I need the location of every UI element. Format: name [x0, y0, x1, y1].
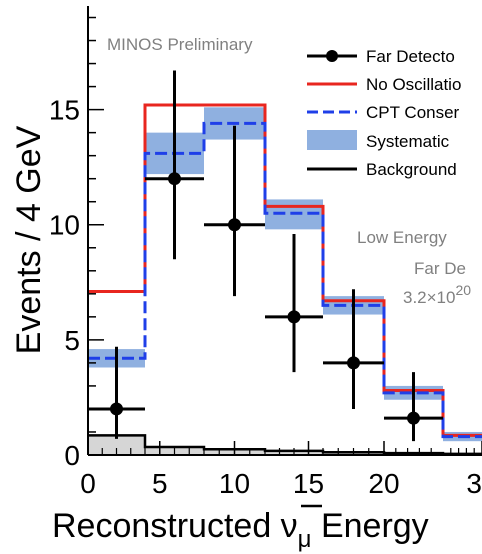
data-point	[407, 411, 420, 425]
legend: Far Detecto No Oscillatio CPT Conser Sys…	[307, 47, 461, 179]
x-tick-label: 30	[466, 468, 482, 499]
x-tick-label: 15	[293, 468, 324, 499]
data-point	[347, 356, 360, 370]
legend-label-systematic: Systematic	[366, 132, 450, 151]
x-tick-label: 20	[368, 468, 399, 499]
annotation-pot: 3.2×1020	[403, 282, 471, 307]
prediction-layer	[88, 103, 482, 439]
legend-entry-no-oscillation: No Oscillatio	[307, 75, 461, 94]
background-layer	[88, 434, 482, 456]
y-tick-label: 5	[64, 325, 80, 356]
annotation-far-detector: Far De	[414, 259, 466, 278]
y-tick-label: 15	[49, 95, 80, 126]
x-tick-label: 5	[152, 468, 168, 499]
x-axis-title-sub: μ	[298, 526, 312, 553]
legend-entry-systematic: Systematic	[307, 130, 450, 151]
legend-entry-cpt: CPT Conser	[307, 103, 460, 122]
annotation-pot-base: 3.2×10	[403, 288, 455, 307]
annotation-low-energy: Low Energy	[357, 228, 447, 247]
x-axis-title-suffix: Energy	[312, 507, 429, 545]
data-point	[110, 402, 123, 416]
x-tick-label: 10	[219, 468, 250, 499]
legend-entry-data: Far Detecto	[307, 47, 455, 66]
x-axis-title-nu: ν	[281, 507, 298, 545]
legend-data-marker	[326, 50, 338, 62]
preliminary-label: MINOS Preliminary	[107, 35, 253, 54]
y-tick-label: 10	[49, 210, 80, 241]
data-point	[168, 172, 181, 186]
legend-label-background: Background	[366, 160, 457, 179]
legend-entry-background: Background	[307, 160, 457, 179]
data-points-layer	[88, 70, 443, 442]
legend-systematic-swatch	[307, 130, 357, 150]
legend-label-cpt: CPT Conser	[366, 103, 460, 122]
x-axis-title: Reconstructed νμ Energy	[52, 507, 429, 553]
data-point	[228, 218, 241, 232]
x-axis-title-prefix: Reconstructed	[52, 507, 281, 545]
y-tick-label: 0	[64, 440, 80, 471]
tick-labels: 0 5 10 15 0 5 10 15 20 30	[49, 95, 482, 499]
data-point	[287, 310, 301, 324]
annotation-pot-exp: 20	[455, 282, 471, 298]
axes-frame	[87, 6, 482, 456]
x-tick-label: 0	[80, 468, 96, 499]
cpt-conserving-line	[88, 121, 482, 439]
y-axis-title: Events / 4 GeV	[10, 125, 48, 354]
legend-label-no-oscillation: No Oscillatio	[366, 75, 461, 94]
legend-label-data: Far Detecto	[366, 47, 455, 66]
